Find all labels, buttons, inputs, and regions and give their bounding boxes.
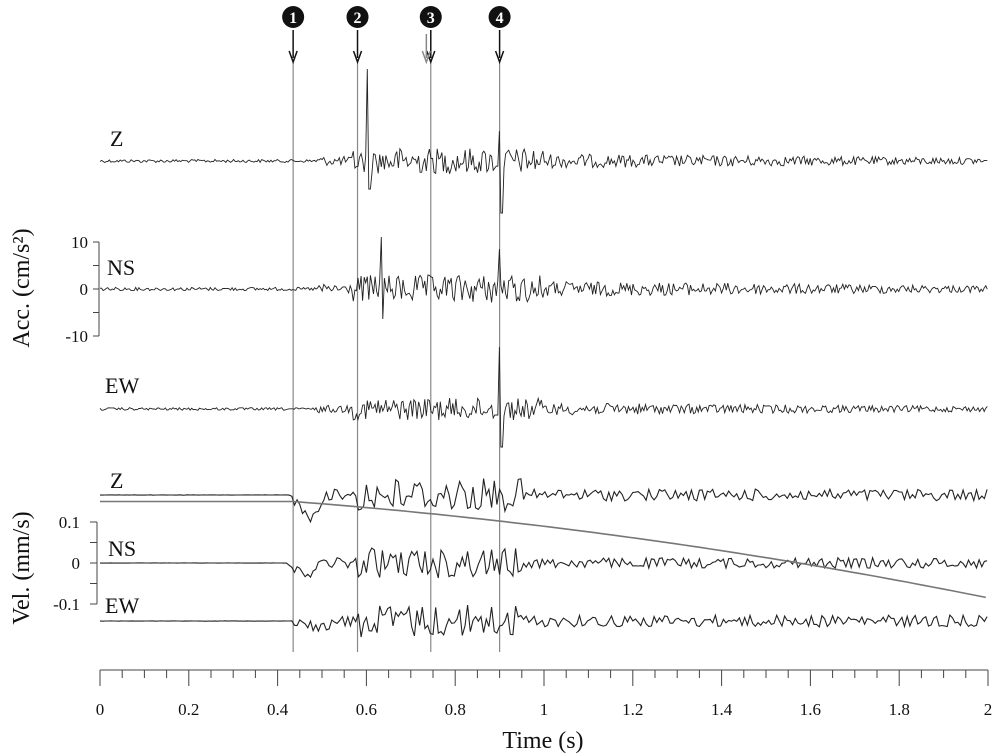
acc-trace-label-z: Z — [110, 126, 123, 151]
x-tick-label: 1.2 — [622, 700, 643, 719]
acc-trace-label-ew: EW — [105, 373, 139, 398]
x-tick-label: 0.4 — [267, 700, 289, 719]
marker-arrow-head-2 — [352, 50, 363, 65]
marker-arrow-head-4 — [494, 50, 505, 65]
acc-trace-ew — [99, 346, 988, 448]
vel-ytick-0-1: 0.1 — [59, 513, 80, 532]
acc-trace-z — [99, 68, 988, 214]
vel-trace-z — [100, 478, 988, 524]
vel-axis-title: Vel. (mm/s) — [9, 511, 35, 624]
x-tick-label: 1 — [540, 700, 549, 719]
marker-circle-2 — [346, 6, 369, 28]
marker-circle-4 — [488, 6, 511, 28]
x-tick-label: 2 — [984, 700, 993, 719]
vel-ytick-0: 0 — [72, 554, 81, 573]
vel-trace-ew — [99, 604, 988, 638]
event-markers: 1 2 3 4 — [282, 6, 511, 65]
axes: 0 0.2 0.4 0.6 0.8 1 1.2 1.4 1.6 1.8 2 — [90, 241, 993, 719]
marker-lines — [292, 62, 501, 652]
x-tick-label: 0.6 — [356, 700, 377, 719]
x-tick-label: 0 — [96, 700, 105, 719]
marker-circle-3 — [419, 6, 442, 28]
extra-arrow-head — [421, 50, 432, 65]
x-tick-label: 1.8 — [889, 700, 910, 719]
x-tick-label: 1.6 — [800, 700, 821, 719]
acc-ytick-0: 0 — [80, 280, 89, 299]
traces — [99, 68, 988, 638]
marker-number-3: 3 — [427, 10, 435, 27]
marker-arrow-head-1 — [288, 50, 298, 65]
vel-trace-label-ns: NS — [108, 536, 136, 561]
vel-trace-label-z: Z — [110, 468, 123, 493]
acc-trace-ns — [100, 236, 988, 320]
marker-number-2: 2 — [354, 10, 362, 27]
x-tick-label: 0.8 — [445, 700, 466, 719]
vel-trace-label-ew: EW — [105, 593, 139, 618]
x-tick-label: 0.2 — [178, 700, 199, 719]
x-tick-label: 1.4 — [711, 700, 733, 719]
acc-trace-label-ns: NS — [107, 255, 135, 280]
acc-ytick-neg10: -10 — [65, 327, 88, 346]
marker-number-1: 1 — [289, 10, 297, 27]
vel-drift-curve — [100, 500, 986, 599]
x-axis-title: Time (s) — [502, 728, 583, 754]
vel-ytick-neg0-1: -0.1 — [53, 595, 80, 614]
marker-number-4: 4 — [496, 10, 504, 27]
acc-ytick-10: 10 — [71, 233, 88, 252]
vel-trace-ns — [100, 547, 988, 579]
acc-axis-title: Acc. (cm/s²) — [9, 228, 35, 347]
marker-arrow-head-3 — [426, 50, 436, 65]
marker-circle-1 — [282, 6, 305, 28]
